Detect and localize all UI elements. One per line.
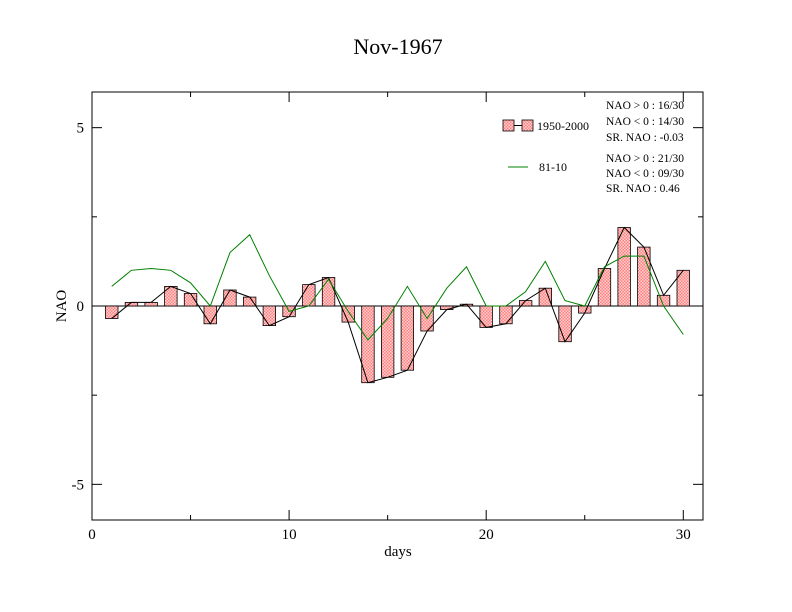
stat-1950-nao-negative: NAO < 0 : 14/30	[606, 116, 684, 128]
series-81-10-line	[111, 233, 684, 341]
bar-day-15	[380, 305, 395, 378]
x-tick-label-30: 30	[676, 527, 691, 543]
x-tick-label-0: 0	[88, 527, 96, 543]
bar-day-11	[302, 284, 316, 307]
bar-day-6	[203, 305, 217, 325]
y-tick-label-0: 0	[77, 299, 85, 315]
bar-day-1	[105, 305, 119, 319]
x-axis-label: days	[384, 544, 412, 560]
bar-day-8	[242, 296, 257, 307]
bar-day-14	[361, 305, 375, 384]
legend-label-81-10: 81-10	[539, 160, 567, 174]
stats-block: NAO > 0 : 16/30 NAO < 0 : 14/30 SR. NAO …	[606, 100, 684, 195]
bar-day-24	[558, 305, 572, 343]
x-tick-label-20: 20	[479, 527, 494, 543]
series-1950-2000-line	[111, 226, 684, 384]
stat-1950-sr-nao: SR. NAO : -0.03	[606, 132, 684, 144]
x-tick-label-10: 10	[282, 527, 297, 543]
bar-day-26	[597, 268, 612, 307]
chart-title: Nov-1967	[353, 34, 442, 59]
bar-day-13	[341, 305, 355, 323]
legend: 1950-2000 81-10	[502, 119, 589, 174]
stat-1950-nao-positive: NAO > 0 : 16/30	[606, 100, 684, 112]
bar-day-18	[440, 305, 454, 310]
bar-day-27	[617, 227, 631, 307]
legend-label-1950-2000: 1950-2000	[537, 119, 589, 133]
legend-bar-swatch-left	[502, 119, 515, 132]
legend-bar-swatch-right	[521, 119, 534, 132]
bar-day-3	[144, 301, 158, 307]
bar-day-21	[499, 305, 513, 325]
y-axis-label: NAO	[54, 290, 70, 323]
bar-day-29	[656, 294, 671, 307]
y-tick-label-5: 5	[77, 121, 85, 137]
stat-8110-nao-negative: NAO < 0 : 09/30	[606, 168, 684, 180]
stat-8110-sr-nao: SR. NAO : 0.46	[606, 183, 680, 195]
bar-day-20	[479, 305, 493, 328]
stat-8110-nao-positive: NAO > 0 : 21/30	[606, 153, 684, 165]
bar-day-12	[321, 277, 336, 307]
y-tick-label--5: -5	[72, 477, 85, 493]
bar-day-9	[262, 305, 277, 327]
